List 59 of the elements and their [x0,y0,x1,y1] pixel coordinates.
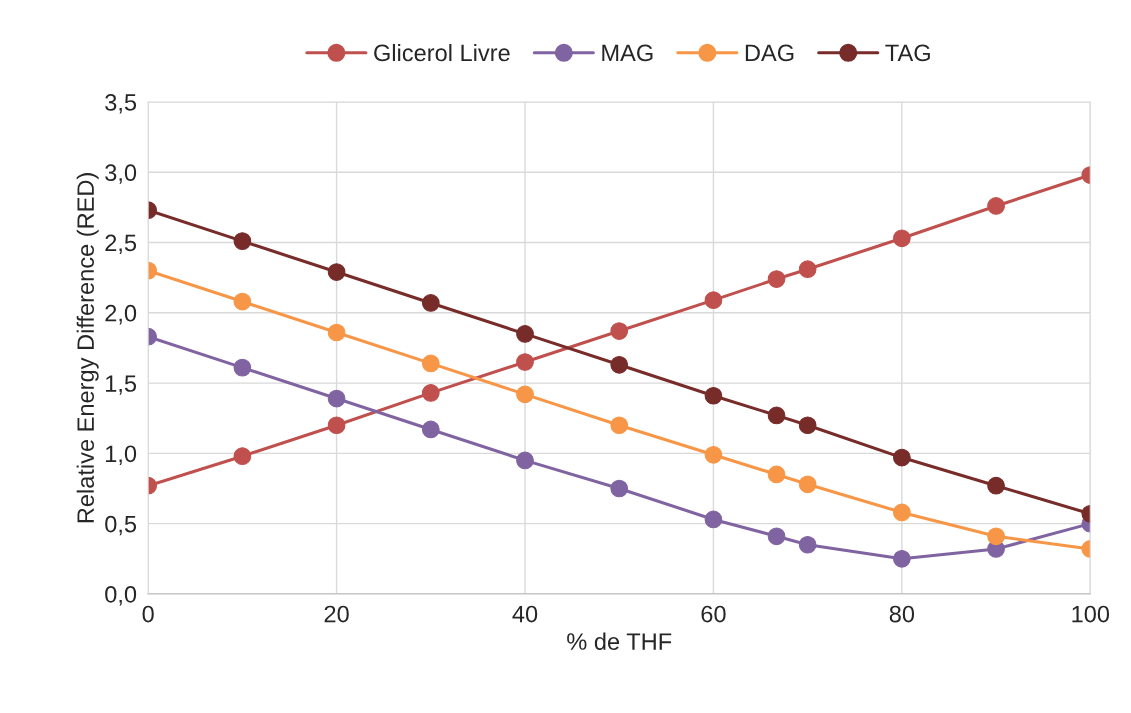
y-tick-label: 3,5 [105,94,137,114]
point [798,260,817,279]
point [421,384,440,402]
y-axis-title: Relative Energy Difference (RED) [76,173,99,523]
point [516,451,534,470]
point [893,448,911,467]
point [610,355,629,374]
x-tick-label: 0 [142,605,154,623]
point [767,465,786,484]
point [987,527,1005,546]
point [798,475,817,494]
point [516,385,534,404]
point [704,445,723,464]
point [704,386,723,405]
point [327,323,346,342]
y-tick-label: 1,5 [106,375,137,395]
point [233,232,252,250]
point [798,535,817,554]
legend-label: TAG [885,44,930,62]
point [421,420,440,439]
point [893,549,911,568]
point [327,263,346,281]
point [421,354,440,373]
y-tick-label: 1,0 [106,445,137,465]
point [516,353,534,371]
point [704,291,723,310]
point [767,270,786,288]
y-tick-label: 2,0 [105,304,137,325]
x-tick-label: 20 [324,605,349,623]
legend-label: Glicerol Livre [374,43,510,62]
y-tick-label: 3,0 [105,164,137,184]
point [233,358,252,377]
point [610,416,629,435]
x-axis-title: % de THF [567,632,672,650]
point [421,294,440,312]
point [327,416,346,435]
x-tick-label: 80 [889,605,915,623]
point [893,229,911,248]
x-tick-label: 40 [512,605,538,623]
point [987,197,1005,215]
point [516,325,534,343]
legend-label: DAG [745,44,794,62]
point [233,292,252,311]
point [233,447,252,466]
point [767,406,786,425]
x-tick-label: 60 [701,605,726,623]
point [893,503,911,522]
point [610,322,629,340]
point [798,416,817,435]
point [327,389,346,408]
legend-label: MAG [602,44,653,62]
y-tick-label: 0,5 [105,515,137,536]
y-tick-label: 2,5 [105,234,137,255]
point [767,527,786,546]
point [704,510,723,529]
point [610,479,629,498]
y-tick-label: 0,0 [105,586,137,606]
point [987,476,1005,495]
x-tick-label: 100 [1072,605,1110,623]
